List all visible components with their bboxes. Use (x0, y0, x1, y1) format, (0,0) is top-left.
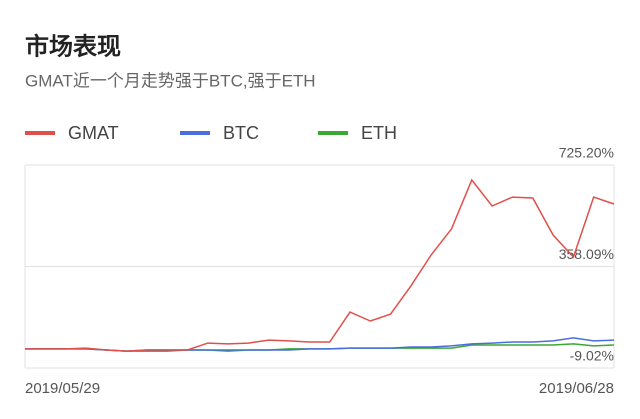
x-tick-label: 2019/06/28 (539, 380, 614, 397)
series-line (25, 178, 615, 352)
legend-label: ETH (361, 123, 397, 143)
y-tick-label: -9.02% (570, 348, 614, 364)
chart-subtitle: GMAT近一个月走势强于BTC,强于ETH (25, 71, 316, 90)
y-tick-label: 358.09% (559, 246, 614, 262)
legend-label: GMAT (68, 123, 119, 143)
y-tick-label: 725.20% (559, 145, 614, 161)
chart-title: 市场表现 (25, 32, 121, 60)
legend-label: BTC (223, 123, 259, 143)
x-tick-label: 2019/05/29 (25, 380, 100, 397)
